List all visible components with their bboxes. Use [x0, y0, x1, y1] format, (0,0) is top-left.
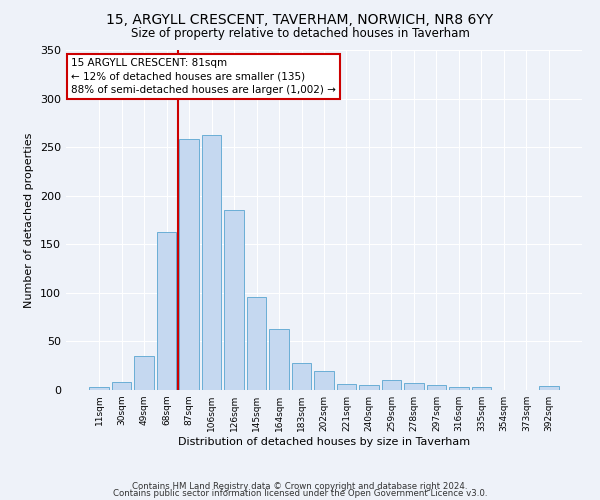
- X-axis label: Distribution of detached houses by size in Taverham: Distribution of detached houses by size …: [178, 437, 470, 447]
- Bar: [472, 387, 491, 390]
- Bar: [224, 210, 244, 390]
- Bar: [359, 385, 379, 390]
- Text: 15, ARGYLL CRESCENT, TAVERHAM, NORWICH, NR8 6YY: 15, ARGYLL CRESCENT, TAVERHAM, NORWICH, …: [106, 12, 494, 26]
- Bar: [89, 387, 109, 390]
- Y-axis label: Number of detached properties: Number of detached properties: [25, 132, 34, 308]
- Bar: [247, 296, 266, 390]
- Bar: [112, 382, 131, 390]
- Bar: [134, 356, 154, 390]
- Bar: [427, 385, 446, 390]
- Bar: [337, 384, 356, 390]
- Bar: [179, 140, 199, 390]
- Bar: [314, 370, 334, 390]
- Text: Contains public sector information licensed under the Open Government Licence v3: Contains public sector information licen…: [113, 490, 487, 498]
- Text: 15 ARGYLL CRESCENT: 81sqm
← 12% of detached houses are smaller (135)
88% of semi: 15 ARGYLL CRESCENT: 81sqm ← 12% of detac…: [71, 58, 336, 95]
- Bar: [292, 363, 311, 390]
- Text: Size of property relative to detached houses in Taverham: Size of property relative to detached ho…: [131, 28, 469, 40]
- Text: Contains HM Land Registry data © Crown copyright and database right 2024.: Contains HM Land Registry data © Crown c…: [132, 482, 468, 491]
- Bar: [269, 329, 289, 390]
- Bar: [382, 380, 401, 390]
- Bar: [404, 383, 424, 390]
- Bar: [449, 387, 469, 390]
- Bar: [539, 386, 559, 390]
- Bar: [202, 134, 221, 390]
- Bar: [157, 232, 176, 390]
